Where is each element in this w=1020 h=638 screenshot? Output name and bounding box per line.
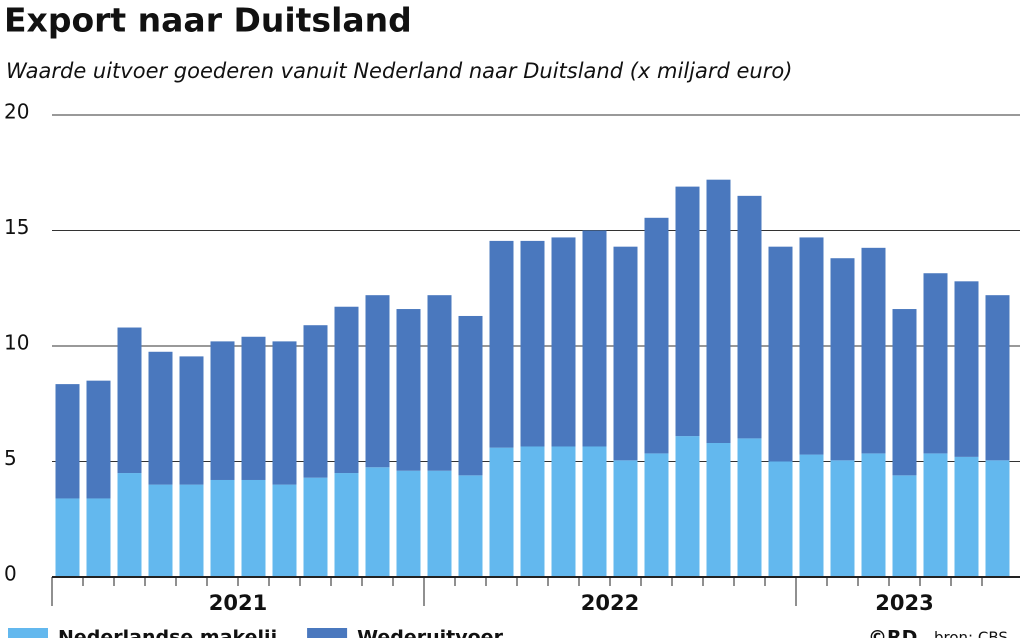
bar-segment bbox=[241, 336, 266, 480]
bar-segment bbox=[396, 470, 421, 577]
bar-segment bbox=[644, 453, 669, 577]
bar-segment bbox=[427, 470, 452, 577]
credit: ©RD bbox=[868, 627, 917, 638]
bar-segment bbox=[985, 295, 1010, 461]
bar-segment bbox=[613, 460, 638, 577]
bar-segment bbox=[303, 477, 328, 577]
bar-segment bbox=[272, 484, 297, 577]
bar-segment bbox=[675, 186, 700, 437]
bar-segment bbox=[148, 484, 173, 577]
bar-segment bbox=[582, 230, 607, 447]
bar-segment bbox=[365, 467, 390, 577]
y-tick-label: 15 bbox=[4, 215, 29, 239]
bar-segment bbox=[86, 380, 111, 499]
bar-segment bbox=[954, 281, 979, 457]
y-tick-label: 20 bbox=[4, 100, 29, 124]
group-label: 2023 bbox=[875, 591, 933, 615]
bar-segment bbox=[706, 179, 731, 444]
bar-segment bbox=[892, 475, 917, 577]
bar-segment bbox=[892, 309, 917, 476]
bar-segment bbox=[55, 498, 80, 577]
bar-segment bbox=[954, 456, 979, 577]
chart-subtitle: Waarde uitvoer goederen vanuit Nederland… bbox=[6, 59, 792, 83]
y-tick-label: 5 bbox=[4, 446, 17, 470]
bar-segment bbox=[768, 461, 793, 577]
bar-segment bbox=[737, 438, 762, 577]
bar-segment bbox=[861, 247, 886, 454]
bar-segment bbox=[396, 309, 421, 471]
bar-segment bbox=[427, 295, 452, 471]
bar-segment bbox=[210, 479, 235, 577]
bar-segment bbox=[861, 453, 886, 577]
bar-segment bbox=[799, 454, 824, 577]
bar-segment bbox=[551, 237, 576, 447]
bar-segment bbox=[86, 498, 111, 577]
bar-segment bbox=[520, 240, 545, 447]
group-label: 2021 bbox=[209, 591, 267, 615]
source: bron: CBS bbox=[934, 629, 1008, 638]
bar-segment bbox=[830, 460, 855, 577]
bar-segment bbox=[272, 341, 297, 485]
bar-segment bbox=[737, 195, 762, 439]
bar-segment bbox=[489, 447, 514, 577]
bar-segment bbox=[985, 460, 1010, 577]
bar-segment bbox=[303, 325, 328, 478]
bar-segment bbox=[117, 327, 142, 474]
bar-segment bbox=[520, 446, 545, 577]
bar-segment bbox=[458, 315, 483, 476]
bar-segment bbox=[923, 453, 948, 577]
legend-swatch bbox=[8, 628, 48, 638]
group-label: 2022 bbox=[581, 591, 639, 615]
bar-segment bbox=[830, 258, 855, 461]
chart-title: Export naar Duitsland bbox=[4, 1, 412, 40]
bar-segment bbox=[241, 479, 266, 577]
bar-segment bbox=[613, 246, 638, 461]
bar-segment bbox=[768, 246, 793, 462]
bar-segment bbox=[179, 484, 204, 577]
bar-segment bbox=[675, 436, 700, 577]
bar-segment bbox=[582, 446, 607, 577]
bar-segment bbox=[923, 273, 948, 454]
bar-segment bbox=[334, 473, 359, 577]
legend-swatch bbox=[307, 628, 348, 638]
bar-segment bbox=[644, 217, 669, 454]
y-tick-label: 10 bbox=[4, 331, 29, 355]
y-tick-label: 0 bbox=[4, 562, 17, 586]
bar-segment bbox=[458, 475, 483, 577]
bar-segment bbox=[706, 443, 731, 577]
bar-segment bbox=[148, 351, 173, 485]
bar-segment bbox=[489, 240, 514, 448]
bar-segment bbox=[210, 341, 235, 480]
bar-segment bbox=[179, 356, 204, 485]
bar-segment bbox=[334, 306, 359, 474]
bar-segment bbox=[117, 473, 142, 577]
bar-segment bbox=[551, 446, 576, 577]
bar-segment bbox=[799, 237, 824, 455]
bar-segment bbox=[365, 295, 390, 468]
bar-segment bbox=[55, 384, 80, 499]
legend-label: Wederuitvoer bbox=[357, 627, 503, 638]
legend-label: Nederlandse makelij bbox=[58, 627, 277, 638]
